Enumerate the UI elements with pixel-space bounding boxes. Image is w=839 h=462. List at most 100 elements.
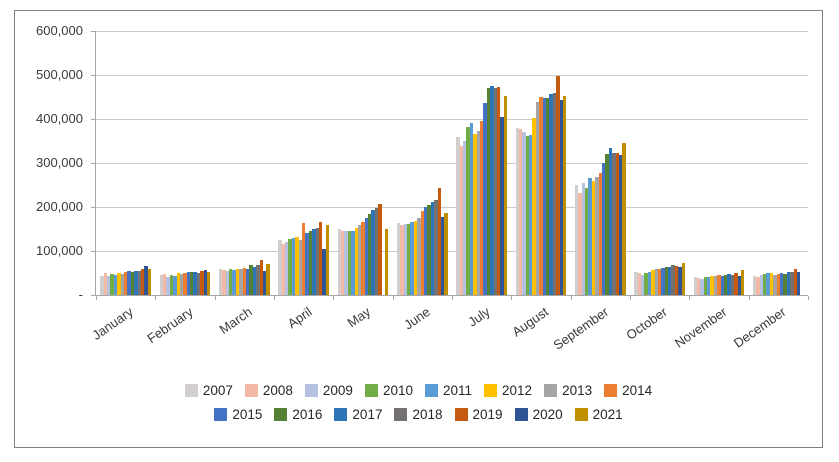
bar [166,276,170,295]
bar [476,131,480,295]
month-cluster [571,31,630,295]
legend-swatch-icon [544,384,558,397]
bar [103,273,108,295]
bar [730,274,735,295]
bar [696,278,701,295]
month-cluster [511,31,570,295]
legend-label: 2012 [502,383,533,398]
legend-item-2007: 2007 [184,383,233,398]
bar [459,146,463,295]
y-axis-tick [91,75,96,76]
bar [364,218,369,295]
x-axis-tick [570,296,572,300]
x-axis-label: September [550,304,611,353]
legend-label: 2009 [322,383,353,398]
bar [724,274,728,295]
bar [190,271,194,295]
y-axis-tick [91,163,96,164]
bar [740,270,745,295]
bar [117,273,121,295]
y-axis-tick [91,295,96,296]
bar [500,116,504,295]
legend-label: 2014 [622,383,653,398]
bar [256,265,260,295]
bar [437,188,441,295]
bar [130,272,135,295]
bar [678,266,682,295]
bar [169,274,174,295]
legend-item-2017: 2017 [334,407,382,422]
bar [790,272,794,295]
bar [647,272,652,295]
bar [737,275,741,295]
x-axis-label: October [623,304,671,343]
bar [162,273,167,295]
bar [615,152,619,295]
bar [288,238,292,295]
bar [159,274,163,295]
bar [634,272,638,295]
bar [769,273,774,295]
legend-swatch-icon [574,408,588,421]
bar [368,213,372,295]
bar [779,273,784,295]
legend-label: 2011 [443,383,473,398]
bar [618,155,623,295]
bar [127,270,131,295]
bar [186,272,191,295]
bar [420,211,424,295]
bar [529,134,533,295]
bar [703,277,708,295]
bar [318,221,323,295]
bar [674,266,679,295]
bar [107,275,111,295]
bar [144,266,148,295]
bar [413,221,418,295]
x-axis-tick [689,296,691,300]
bar [361,222,365,295]
bar [763,274,767,295]
x-axis-label: November [671,304,730,351]
bar [605,154,609,295]
x-axis-tick [333,296,335,300]
bar [559,99,563,295]
bar [766,273,770,295]
y-axis-label: 100,000 [36,243,83,258]
x-axis-label: June [401,304,433,333]
x-axis-label: August [509,304,552,340]
bar [664,266,669,295]
legend-label: 2016 [292,407,323,422]
gridline [96,207,808,208]
bar [325,225,330,295]
bar [518,129,523,295]
bar [417,218,421,295]
bar [218,268,223,295]
bar [522,132,526,295]
legend-item-2021: 2021 [574,407,623,422]
bar [281,244,285,295]
bar [713,276,718,295]
legend-label: 2013 [562,383,593,398]
bar [179,274,184,295]
legend-swatch-icon [604,384,618,397]
bar [173,275,177,295]
bar [581,182,586,295]
bar [657,268,662,295]
bar [515,127,519,295]
legend-swatch-icon [334,408,348,421]
bar [542,97,547,295]
gridline [96,251,808,252]
legend-label: 2017 [352,407,383,422]
bar [235,268,240,295]
x-axis-label: February [144,304,196,347]
bar [110,273,114,295]
bar [710,275,714,295]
bar [552,92,557,295]
bar [532,117,536,295]
legend-swatch-icon [214,408,228,421]
bar [305,232,309,295]
bar [563,95,567,295]
bar [654,269,658,295]
bar [295,236,299,295]
legend-row: 2015 2016 2017 2018 2019 2020 2021 [208,407,628,422]
